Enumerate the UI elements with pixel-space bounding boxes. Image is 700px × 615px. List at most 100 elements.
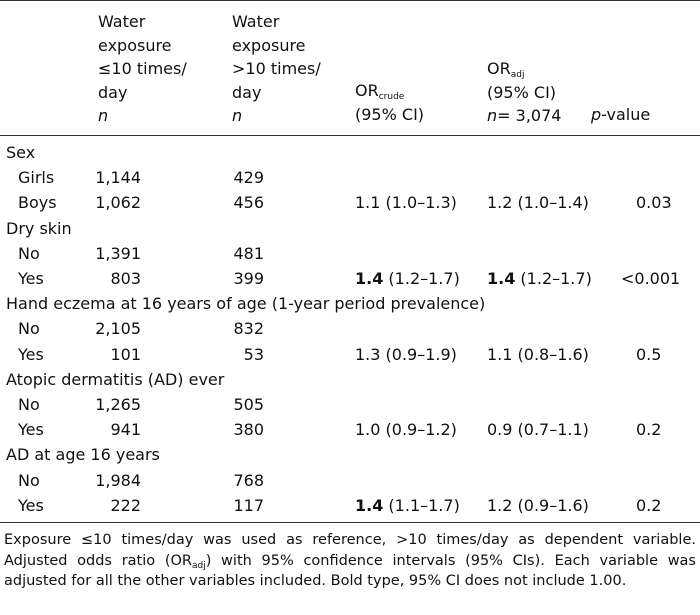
header-text: day [232, 82, 262, 102]
count-low-exposure: 222 [110, 495, 141, 515]
count-high-exposure: 768 [233, 470, 264, 490]
row-label: Boys [18, 193, 57, 213]
row-label: No [18, 243, 40, 263]
or-crude-estimate: 1.1 [355, 193, 381, 213]
count-high-exposure: 399 [233, 269, 264, 288]
footnote-subscript: adj [191, 560, 206, 571]
header-text: p [591, 105, 602, 124]
section-label: Dry skin [6, 218, 72, 238]
table-bottom-rule [0, 522, 700, 523]
header-or-adjusted: ORadj (95% CI) n= 3,074 [487, 57, 561, 128]
section-row: Dry skin [0, 216, 700, 241]
or-crude: 1.3 (0.9–1.9) [355, 342, 457, 367]
table-row: Yes 222 117 1.4 (1.1–1.7) 1.2 (0.9–1.6) 0.2 [0, 493, 700, 518]
count-high-exposure: 481 [233, 243, 264, 263]
or-crude-ci: (1.0–1.3) [380, 193, 457, 213]
header-text: OR [355, 81, 379, 100]
count-high-exposure: 456 [233, 193, 264, 213]
count-low-exposure: 1,144 [95, 168, 141, 188]
count-high-exposure: 505 [233, 395, 264, 414]
header-text: OR [487, 59, 511, 78]
or-adjusted: 1.2 (1.0–1.4) [487, 190, 589, 215]
table-row: Yes 803 399 1.4 (1.2–1.7) 1.4 (1.2–1.7) <0.00… [0, 266, 700, 291]
p-value: 0.2 [636, 420, 662, 440]
p-value: 0.5 [636, 344, 662, 364]
row-label: Yes [18, 344, 44, 364]
header-p-value: p-value [591, 103, 650, 127]
or-crude-ci: (0.9–1.2) [380, 420, 457, 440]
or-crude-ci: (1.1–1.7) [383, 495, 460, 515]
or-adjusted: 0.9 (0.7–1.1) [487, 417, 589, 442]
or-adjusted: 1.1 (0.8–1.6) [487, 342, 589, 367]
header-text: (95% CI) [487, 82, 557, 102]
header-rule [0, 135, 700, 136]
header-text: (95% CI) [355, 104, 425, 124]
header-text: Water [98, 12, 146, 31]
footnote-text: ) with 95% confidence intervals (95% CIs… [4, 552, 696, 590]
header-text: day [98, 82, 128, 102]
count-high-exposure: 429 [233, 168, 264, 188]
row-label: Girls [18, 168, 55, 188]
row-label: Yes [18, 420, 44, 440]
p-value: 0.03 [636, 193, 672, 213]
header-or-crude: ORcrude (95% CI) [355, 79, 424, 126]
section-label: Hand eczema at 16 years of age (1-year p… [6, 294, 486, 314]
header-low-exposure: Water exposure ≤10 times/ day n [98, 10, 187, 128]
or-crude: 1.0 (0.9–1.2) [355, 417, 457, 442]
row-label: Yes [18, 495, 44, 515]
or-crude: 1.4 (1.1–1.7) [355, 493, 460, 518]
table-row: No 1,984 768 [0, 468, 700, 493]
header-n: n [232, 106, 243, 125]
header-text: exposure [232, 35, 306, 55]
header-text: = 3,074 [497, 106, 562, 125]
count-low-exposure: 101 [110, 344, 141, 364]
or-adjusted: 1.2 (0.9–1.6) [487, 493, 589, 518]
header-subscript: adj [510, 70, 525, 80]
section-row: Sex [0, 140, 700, 165]
count-low-exposure: 1,062 [95, 193, 141, 213]
count-low-exposure: 1,391 [95, 243, 141, 263]
or-crude-ci: (0.9–1.9) [380, 344, 457, 364]
footnote-text: Exposure ≤10 times/day was used as refer… [4, 532, 696, 569]
count-low-exposure: 1,984 [95, 470, 141, 490]
or-adjusted-estimate: 1.4 [487, 269, 516, 288]
header-high-exposure: Water exposure >10 times/ day n [232, 10, 321, 128]
or-crude-ci: (1.2–1.7) [383, 269, 460, 288]
header-text: exposure [98, 35, 172, 55]
or-adjusted-estimate: 0.9 [487, 420, 513, 440]
count-low-exposure: 941 [110, 420, 141, 440]
or-crude-estimate: 1.4 [355, 495, 384, 515]
table-row: Yes 941 380 1.0 (0.9–1.2) 0.9 (0.7–1.1) 0.2 [0, 417, 700, 442]
count-low-exposure: 1,265 [95, 395, 141, 414]
header-n: n [487, 106, 498, 125]
count-high-exposure: 53 [243, 344, 264, 364]
or-adjusted-ci: (1.2–1.7) [515, 269, 592, 288]
or-adjusted-ci: (0.9–1.6) [512, 495, 589, 515]
section-row: Atopic dermatitis (AD) ever [0, 367, 700, 392]
or-crude-estimate: 1.3 [355, 344, 381, 364]
section-label: Atopic dermatitis (AD) ever [6, 369, 225, 389]
p-value: <0.001 [621, 269, 681, 288]
count-high-exposure: 832 [233, 319, 264, 339]
header-text: >10 times/ [232, 59, 321, 78]
section-row: Hand eczema at 16 years of age (1-year p… [0, 291, 700, 316]
row-label: No [18, 319, 40, 339]
section-label: AD at age 16 years [6, 445, 160, 465]
or-crude-estimate: 1.4 [355, 269, 384, 288]
header-text: -value [601, 105, 651, 124]
count-low-exposure: 2,105 [95, 319, 141, 339]
header-text: ≤10 times/ [98, 59, 187, 78]
table-row: No 2,105 832 [0, 316, 700, 341]
table-footnote: Exposure ≤10 times/day was used as refer… [4, 530, 696, 592]
header-n: n [98, 106, 109, 125]
count-low-exposure: 803 [110, 269, 141, 288]
section-row: AD at age 16 years [0, 442, 700, 467]
row-label: No [18, 395, 40, 414]
count-high-exposure: 380 [233, 420, 264, 440]
or-adjusted-estimate: 1.1 [487, 344, 513, 364]
or-adjusted-ci: (0.7–1.1) [512, 420, 589, 440]
row-label: Yes [18, 269, 44, 288]
or-adjusted-ci: (1.0–1.4) [512, 193, 589, 213]
or-crude: 1.4 (1.2–1.7) [355, 266, 460, 291]
or-adjusted-estimate: 1.2 [487, 495, 513, 515]
